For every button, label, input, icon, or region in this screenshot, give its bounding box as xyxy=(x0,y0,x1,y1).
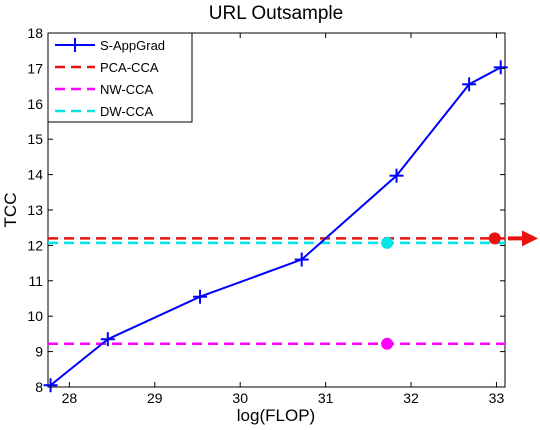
data-point xyxy=(100,332,115,347)
x-tick-label: 33 xyxy=(489,390,505,406)
y-tick-label: 11 xyxy=(28,273,43,289)
x-tick-label: 30 xyxy=(232,390,248,406)
y-tick-label: 12 xyxy=(27,237,43,253)
legend-label: DW-CCA xyxy=(100,104,154,119)
ref-point-dw-cca xyxy=(381,236,394,249)
ref-point-pca-cca xyxy=(488,232,501,245)
y-tick-label: 9 xyxy=(35,344,43,360)
legend-label: NW-CCA xyxy=(100,82,154,97)
y-tick-label: 10 xyxy=(27,308,43,324)
y-tick-label: 13 xyxy=(27,202,43,218)
y-tick-label: 14 xyxy=(27,167,43,183)
legend-label: S-AppGrad xyxy=(100,38,165,53)
offscale-arrow xyxy=(508,230,538,247)
x-axis: 28 29 30 31 32 33 xyxy=(62,33,505,406)
chart-title: URL Outsample xyxy=(209,3,343,24)
x-tick-label: 29 xyxy=(147,390,163,406)
data-point xyxy=(294,252,309,267)
series-markers xyxy=(43,60,508,393)
data-point xyxy=(389,168,404,183)
legend: S-AppGrad PCA-CCA NW-CCA DW-CCA xyxy=(47,32,193,123)
data-point xyxy=(493,60,508,75)
legend-label: PCA-CCA xyxy=(100,60,159,75)
y-axis-label: TCC xyxy=(1,193,20,228)
legend-box xyxy=(47,32,193,123)
x-tick-label: 31 xyxy=(318,390,334,406)
y-tick-label: 17 xyxy=(27,60,43,76)
y-tick-label: 8 xyxy=(35,379,43,395)
x-axis-label: log(FLOP) xyxy=(237,406,315,425)
y-tick-label: 16 xyxy=(27,96,43,112)
data-point xyxy=(193,289,208,304)
data-point xyxy=(43,378,58,393)
ref-point-nw-cca xyxy=(381,337,394,350)
data-point xyxy=(462,77,477,92)
x-tick-label: 28 xyxy=(62,390,78,406)
y-tick-label: 15 xyxy=(27,131,43,147)
x-tick-label: 32 xyxy=(403,390,419,406)
arrow-head xyxy=(522,230,538,247)
reference-lines xyxy=(48,237,505,346)
y-tick-label: 18 xyxy=(27,25,43,41)
